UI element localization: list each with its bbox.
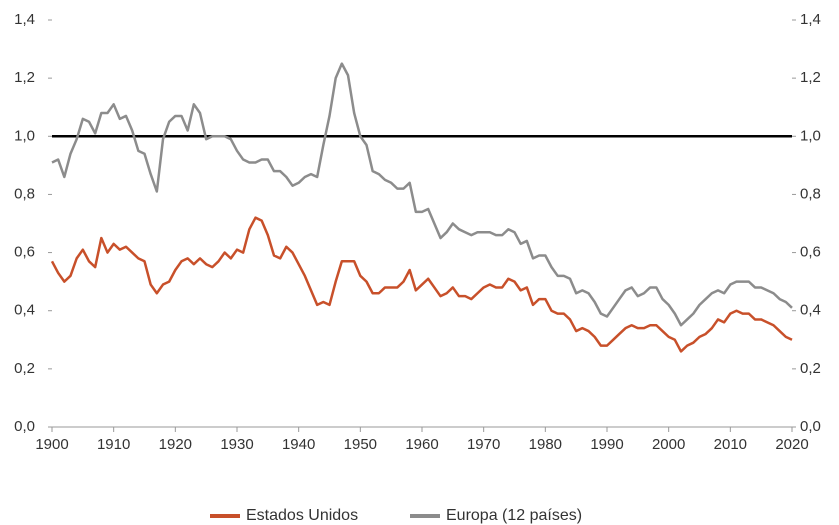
x-tick-label: 1990 <box>590 436 623 453</box>
y2-tick-label: 0,8 <box>800 185 821 202</box>
legend-label: Europa (12 países) <box>446 507 582 524</box>
y2-tick-label: 0,4 <box>800 302 821 319</box>
x-tick-label: 1980 <box>529 436 562 453</box>
y2-tick-label: 1,4 <box>800 11 821 28</box>
y2-tick-label: 0,0 <box>800 418 821 435</box>
legend-label: Estados Unidos <box>246 507 358 524</box>
x-tick-label: 2010 <box>714 436 747 453</box>
x-tick-label: 1920 <box>159 436 192 453</box>
x-tick-label: 1930 <box>220 436 253 453</box>
y-tick-label: 0,6 <box>14 244 35 261</box>
y2-tick-label: 1,0 <box>800 127 821 144</box>
y-tick-label: 1,0 <box>14 127 35 144</box>
y-tick-label: 0,8 <box>14 185 35 202</box>
x-tick-label: 2000 <box>652 436 685 453</box>
x-tick-label: 1900 <box>35 436 68 453</box>
y-tick-label: 1,2 <box>14 69 35 86</box>
y-tick-label: 0,2 <box>14 360 35 377</box>
series-line <box>50 216 793 353</box>
y-tick-label: 1,4 <box>14 11 35 28</box>
x-tick-label: 1940 <box>282 436 315 453</box>
y2-tick-label: 0,2 <box>800 360 821 377</box>
y2-tick-label: 0,6 <box>800 244 821 261</box>
x-tick-label: 1960 <box>405 436 438 453</box>
y2-tick-label: 1,2 <box>800 69 821 86</box>
y-tick-label: 0,4 <box>14 302 35 319</box>
x-tick-label: 1970 <box>467 436 500 453</box>
x-tick-label: 2020 <box>775 436 808 453</box>
x-tick-label: 1910 <box>97 436 130 453</box>
y-tick-label: 0,0 <box>14 418 35 435</box>
x-tick-label: 1950 <box>344 436 377 453</box>
series-line <box>51 62 793 327</box>
